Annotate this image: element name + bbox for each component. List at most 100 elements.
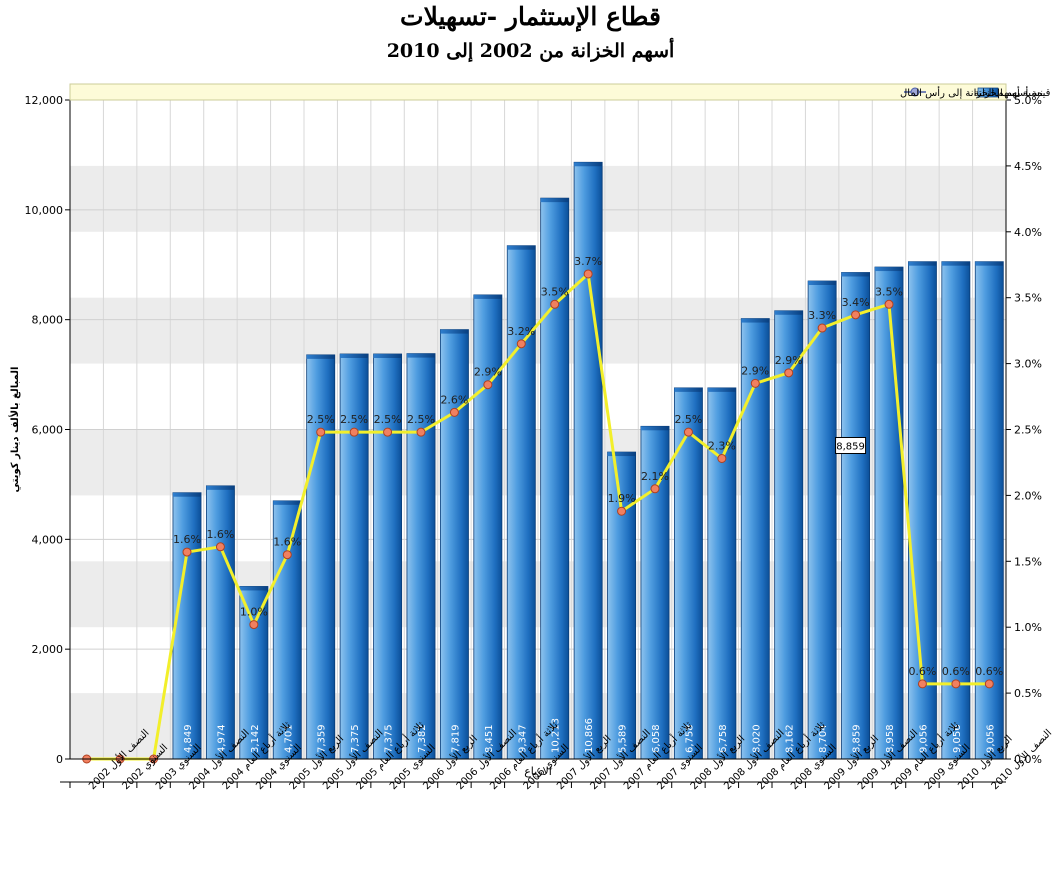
bar-value-label: 4,849 <box>183 724 194 753</box>
line-value-label: 2.5% <box>407 413 435 426</box>
chart-title: قطاع الإستثمار -تسهيلات <box>400 2 661 31</box>
line-value-label: 0.6% <box>942 665 970 678</box>
bar <box>306 354 336 760</box>
y2-tick-label: 2.0% <box>1014 489 1042 502</box>
line-point <box>817 323 827 333</box>
bar <box>673 387 703 760</box>
line-value-label: 1.6% <box>273 536 301 549</box>
bar <box>540 197 570 760</box>
bar <box>573 161 603 760</box>
bar-cap <box>841 272 870 277</box>
bar <box>640 425 670 760</box>
bar-cap <box>239 586 268 591</box>
bar-cap <box>306 354 335 359</box>
line-value-label: 2.1% <box>641 470 669 483</box>
bar-value-label: 4,701 <box>283 724 294 753</box>
line-point <box>316 427 326 437</box>
bar-cap <box>941 261 970 266</box>
bar-value-label: 8,020 <box>751 724 762 753</box>
bar-cap <box>975 261 1004 266</box>
line-value-label: 2.6% <box>440 393 468 406</box>
bar <box>841 272 871 760</box>
bar <box>373 353 403 760</box>
bar <box>272 500 302 760</box>
y-tick-label: 4,000 <box>32 533 64 546</box>
bar-value-label: 4,974 <box>216 724 227 753</box>
bar-cap <box>607 452 636 457</box>
line-value-label: 1.6% <box>206 528 234 541</box>
y2-tick-label: 4.0% <box>1014 226 1042 239</box>
line-point <box>851 310 861 320</box>
legend-line-marker <box>910 87 920 97</box>
y2-tick-label: 0.5% <box>1014 687 1042 700</box>
ratio-line <box>86 272 990 761</box>
bar-cap <box>808 281 837 286</box>
bar <box>974 261 1004 760</box>
bar <box>941 261 971 760</box>
line-value-label: 2.5% <box>674 413 702 426</box>
y-tick-label: 12,000 <box>25 94 64 107</box>
line-point <box>550 299 560 309</box>
line-value-label: 2.5% <box>307 413 335 426</box>
bar <box>439 329 469 760</box>
bar-value-label: 9,056 <box>985 724 996 753</box>
bar-value-label: 9,347 <box>517 724 528 753</box>
bar <box>406 353 436 760</box>
y2-tick-label: 0.0% <box>1014 753 1042 766</box>
bar <box>774 310 804 760</box>
line-value-label: 1.6% <box>173 533 201 546</box>
legend-bar-swatch <box>977 87 999 98</box>
y2-tick-label: 1.0% <box>1014 621 1042 634</box>
line-point <box>215 542 225 552</box>
line-point <box>182 547 192 557</box>
bar-cap <box>507 245 536 250</box>
bar-value-label: 6,758 <box>718 724 729 753</box>
y2-tick-label: 2.5% <box>1014 424 1042 437</box>
bar-cap <box>741 318 770 323</box>
bar-value-label: 5,589 <box>618 724 629 753</box>
line-value-label: 2.9% <box>474 366 502 379</box>
line-value-label: 2.5% <box>340 413 368 426</box>
line-value-label: 3.4% <box>842 296 870 309</box>
grid-lines <box>69 99 1007 760</box>
bar-cap <box>707 387 736 392</box>
bar-cap <box>874 267 904 272</box>
bar-cap <box>574 162 603 167</box>
y-tick-label: 8,000 <box>32 314 64 327</box>
line-series: 1.6% 1.6% 1.0% 1.6% 2.5% 2.5% 2.5% 2.5% 2.6% 2.9%… <box>82 255 1003 764</box>
line-point <box>449 407 459 417</box>
line-point <box>617 506 627 516</box>
bar-value-label: 8,451 <box>484 724 495 753</box>
line-point <box>349 427 359 437</box>
line-value-label: 0.6% <box>908 665 936 678</box>
bar-cap <box>473 294 502 299</box>
bar-value-label: 8,958 <box>885 724 896 753</box>
bar-value-label: 7,375 <box>384 724 395 753</box>
bar-value-label: 8,704 <box>818 724 829 753</box>
y-tick-label: 6,000 <box>32 424 64 437</box>
line-value-label: 2.3% <box>708 439 736 452</box>
bar-value-label: 8,162 <box>785 724 796 753</box>
bar-value-label: 9,056 <box>918 724 929 753</box>
legend-box <box>69 83 1007 101</box>
bar-value-label: 9,056 <box>952 724 963 753</box>
bar-cap <box>674 387 703 392</box>
value-tooltip-text: 8,859 <box>836 441 865 452</box>
bar-cap <box>640 426 670 431</box>
line-point <box>516 339 526 349</box>
line-point <box>984 679 994 689</box>
bar-cap <box>172 492 202 497</box>
bar-value-labels: 4,849 4,974 3,142 4,701 7,359 7,375 7,375 7,382… <box>183 718 996 753</box>
line-point <box>583 269 593 279</box>
y2-tick-label: 3.0% <box>1014 358 1042 371</box>
line-value-label: 3.3% <box>808 309 836 322</box>
line-value-label: 3.2% <box>507 325 535 338</box>
y2-tick-label: 4.5% <box>1014 160 1042 173</box>
bar-value-label: 7,382 <box>417 724 428 753</box>
bar <box>172 492 202 760</box>
line-point <box>483 380 493 390</box>
line-point <box>416 427 426 437</box>
bar <box>874 266 904 760</box>
bar <box>473 294 503 760</box>
line-value-label: 2.9% <box>775 354 803 367</box>
